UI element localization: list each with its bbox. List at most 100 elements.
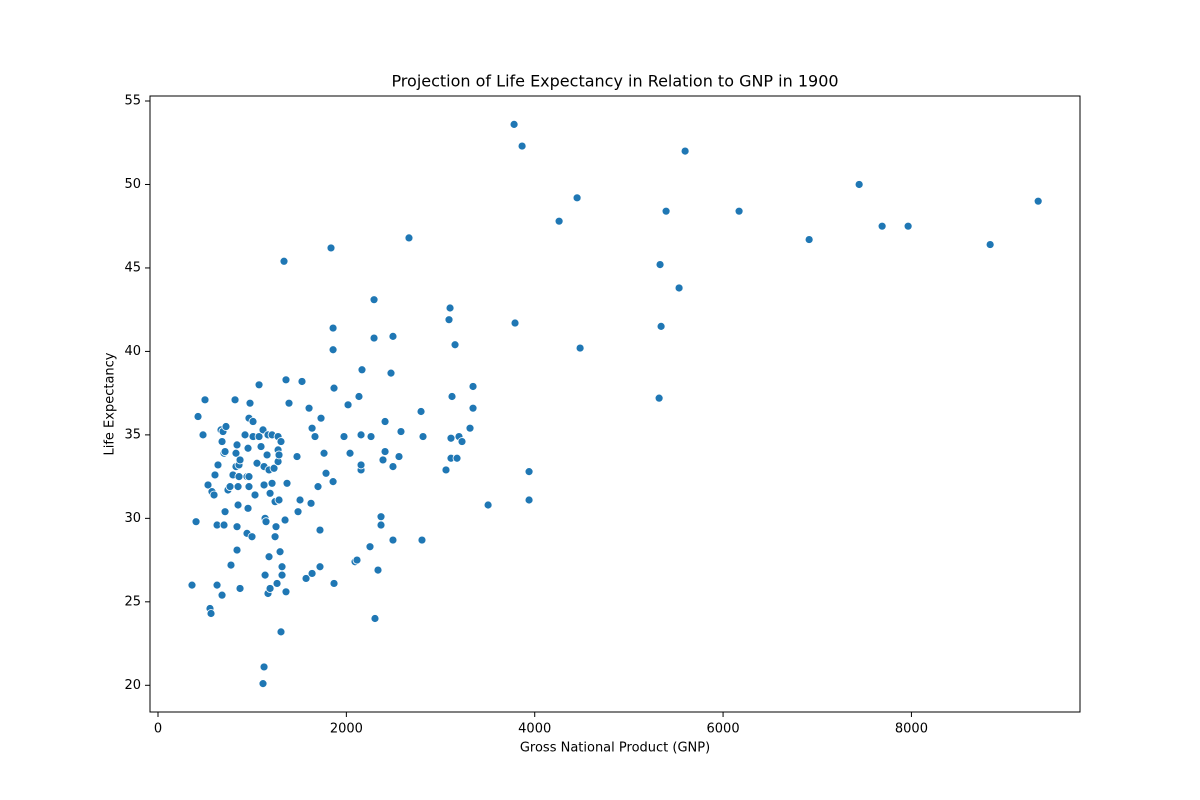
point [319, 448, 329, 458]
point [370, 614, 380, 623]
point [674, 283, 684, 293]
point [656, 321, 666, 331]
point [261, 517, 271, 527]
point [356, 460, 366, 470]
point [284, 398, 294, 408]
point [554, 216, 564, 226]
chart-title: Projection of Life Expectancy in Relatio… [391, 72, 838, 91]
y-tick-label: 40 [124, 344, 141, 359]
point [295, 495, 305, 505]
point [256, 442, 266, 451]
point [396, 427, 406, 436]
point [209, 490, 219, 500]
point [680, 146, 690, 156]
point [417, 535, 427, 545]
y-tick-label: 35 [124, 427, 141, 442]
point [416, 407, 426, 416]
point [326, 243, 336, 253]
point [254, 432, 264, 441]
point [250, 490, 260, 500]
x-tick-label: 4000 [518, 722, 551, 737]
y-tick-label: 55 [124, 94, 141, 109]
point [345, 448, 355, 458]
point [307, 423, 317, 433]
plot-frame [149, 95, 1081, 713]
point [267, 478, 277, 488]
point [313, 482, 323, 492]
point [380, 417, 390, 426]
point [243, 503, 253, 513]
point [230, 395, 240, 405]
point [468, 403, 478, 413]
point [244, 482, 254, 492]
point [357, 365, 367, 375]
point [220, 507, 230, 517]
point [354, 392, 364, 401]
point [274, 450, 284, 460]
y-axis-label: Life Expectancy [103, 352, 118, 455]
point [450, 340, 460, 350]
point [452, 453, 462, 463]
point [510, 318, 520, 328]
point [265, 584, 275, 593]
point [655, 260, 665, 270]
point [235, 455, 245, 465]
point [292, 452, 302, 461]
point [366, 432, 376, 441]
point [369, 295, 379, 305]
point [276, 437, 286, 446]
point [231, 448, 241, 458]
y-tick-label: 30 [124, 511, 141, 526]
x-tick-label: 6000 [707, 722, 740, 737]
point [343, 400, 353, 410]
point [572, 193, 582, 203]
point [378, 455, 388, 465]
point [575, 343, 585, 353]
point [232, 545, 242, 555]
point [339, 432, 349, 441]
point [225, 482, 235, 492]
point [198, 430, 208, 440]
point [293, 507, 303, 517]
point [376, 520, 386, 530]
point [210, 470, 220, 480]
y-tick-label: 45 [124, 260, 141, 275]
point [517, 141, 527, 151]
point [233, 500, 243, 510]
point [468, 382, 478, 391]
point [903, 221, 913, 231]
point [281, 587, 291, 597]
point [380, 447, 390, 456]
point [277, 570, 287, 580]
point [310, 432, 320, 441]
point [226, 560, 236, 570]
y-tick-label: 25 [124, 594, 141, 609]
point [328, 477, 338, 487]
point [329, 579, 339, 588]
point [394, 452, 404, 461]
point [206, 609, 216, 618]
point [259, 662, 269, 672]
point [734, 206, 744, 216]
point [235, 584, 245, 593]
point [259, 480, 269, 490]
point [252, 458, 262, 468]
point [232, 522, 242, 532]
x-tick-label: 8000 [895, 722, 928, 737]
point [212, 580, 222, 590]
point [373, 565, 383, 575]
point [509, 119, 519, 129]
point [388, 462, 398, 472]
point [217, 590, 227, 600]
point [191, 517, 201, 527]
point [524, 495, 534, 505]
point [271, 522, 281, 532]
point [217, 437, 227, 446]
point [243, 443, 253, 453]
point [245, 398, 255, 408]
point [275, 547, 285, 557]
point [270, 532, 280, 542]
point [281, 375, 291, 385]
point [661, 206, 671, 216]
